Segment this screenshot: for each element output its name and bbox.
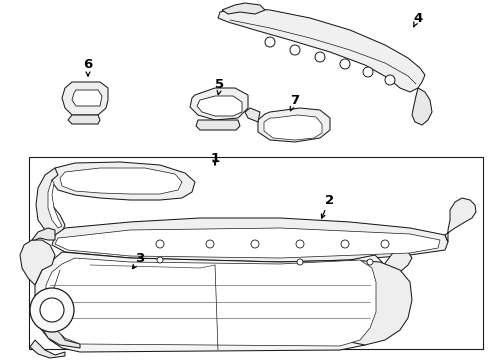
Polygon shape xyxy=(55,228,440,258)
Circle shape xyxy=(385,75,395,85)
Polygon shape xyxy=(258,108,330,142)
Text: 2: 2 xyxy=(325,194,335,207)
Polygon shape xyxy=(376,250,412,282)
Polygon shape xyxy=(196,120,240,130)
Polygon shape xyxy=(264,115,322,140)
Polygon shape xyxy=(445,198,476,242)
Polygon shape xyxy=(218,8,425,92)
Polygon shape xyxy=(222,3,265,14)
Circle shape xyxy=(40,298,64,322)
Polygon shape xyxy=(40,305,80,348)
Polygon shape xyxy=(32,228,55,240)
Circle shape xyxy=(363,67,373,77)
Circle shape xyxy=(381,240,389,248)
Circle shape xyxy=(251,240,259,248)
Polygon shape xyxy=(52,218,448,262)
Circle shape xyxy=(290,45,300,55)
Polygon shape xyxy=(348,260,412,345)
Circle shape xyxy=(30,288,74,332)
Polygon shape xyxy=(68,115,100,124)
Circle shape xyxy=(367,259,373,265)
Circle shape xyxy=(265,37,275,47)
Polygon shape xyxy=(35,252,390,352)
Circle shape xyxy=(206,240,214,248)
Circle shape xyxy=(341,240,349,248)
Polygon shape xyxy=(46,258,376,346)
Polygon shape xyxy=(245,108,260,122)
Text: 3: 3 xyxy=(135,252,145,265)
Polygon shape xyxy=(36,168,65,235)
Polygon shape xyxy=(20,240,55,285)
Polygon shape xyxy=(48,180,62,228)
Text: 1: 1 xyxy=(210,152,220,165)
Bar xyxy=(29,157,483,349)
Text: 5: 5 xyxy=(216,78,224,91)
Polygon shape xyxy=(412,88,432,125)
Polygon shape xyxy=(30,340,65,358)
Circle shape xyxy=(157,257,163,263)
Polygon shape xyxy=(52,162,195,200)
Polygon shape xyxy=(62,82,108,115)
Circle shape xyxy=(315,52,325,62)
Circle shape xyxy=(297,259,303,265)
Circle shape xyxy=(156,240,164,248)
Text: 6: 6 xyxy=(83,58,93,72)
Text: 4: 4 xyxy=(414,12,423,24)
Circle shape xyxy=(340,59,350,69)
Polygon shape xyxy=(60,168,182,194)
Polygon shape xyxy=(72,90,102,106)
Polygon shape xyxy=(190,88,248,120)
Circle shape xyxy=(296,240,304,248)
Text: 7: 7 xyxy=(291,94,299,107)
Polygon shape xyxy=(197,96,242,116)
